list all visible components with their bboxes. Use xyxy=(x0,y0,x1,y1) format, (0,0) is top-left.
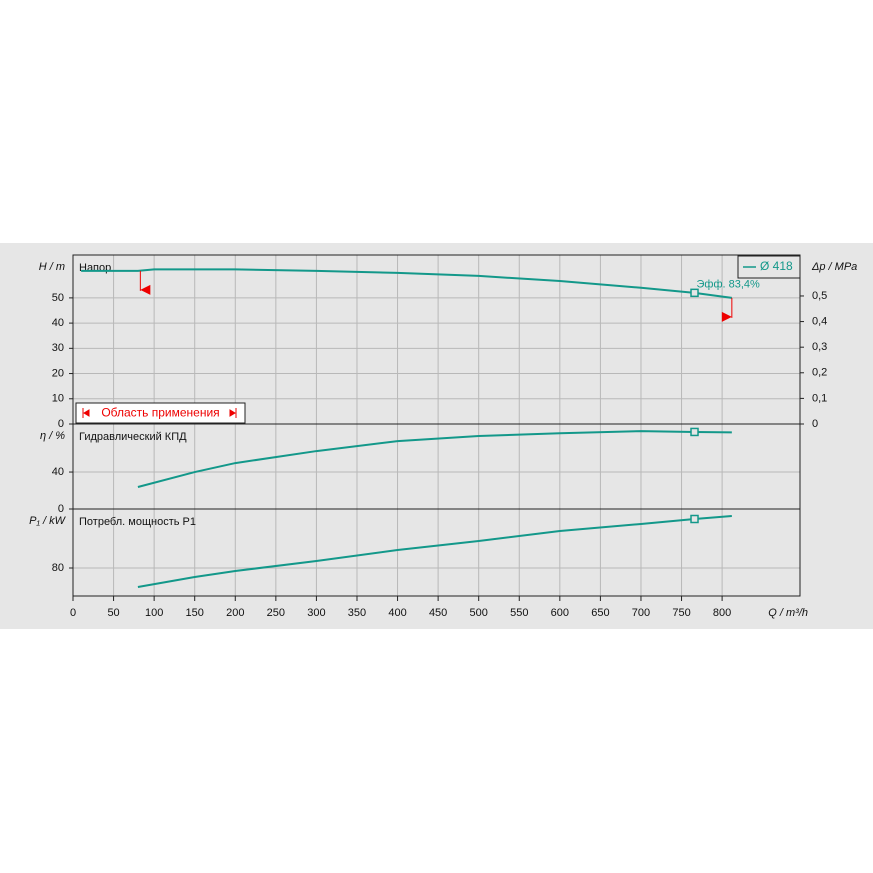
range-arrow xyxy=(140,284,151,295)
x-tick-label: 550 xyxy=(510,607,528,619)
y-axis-label: H / m xyxy=(39,261,65,273)
y2-tick-label: 0 xyxy=(812,418,818,430)
y-axis-label: P₁ / kW xyxy=(29,515,66,527)
y-tick-label: 40 xyxy=(52,466,64,478)
y2-tick-label: 0,5 xyxy=(812,290,827,302)
legend-label: Ø 418 xyxy=(760,259,793,273)
x-tick-label: 600 xyxy=(551,607,569,619)
range-arrow xyxy=(721,311,732,322)
y-axis-label: η / % xyxy=(40,430,65,442)
series-line xyxy=(137,430,732,488)
y-tick-label: 50 xyxy=(52,292,64,304)
x-tick-label: 800 xyxy=(713,607,731,619)
x-tick-label: 200 xyxy=(226,607,244,619)
background xyxy=(0,243,873,629)
x-tick-label: 150 xyxy=(186,607,204,619)
y-tick-label: 20 xyxy=(52,367,64,379)
range-box-arrows xyxy=(82,408,237,418)
x-tick-label: 350 xyxy=(348,607,366,619)
operating-point xyxy=(690,514,699,524)
y2-tick-label: 0,4 xyxy=(812,315,827,327)
range-box xyxy=(75,402,246,424)
x-tick-label: 450 xyxy=(429,607,447,619)
x-tick-label: 100 xyxy=(145,607,163,619)
x-tick-label: 500 xyxy=(470,607,488,619)
series-line xyxy=(137,515,732,588)
y-tick-label: 0 xyxy=(58,503,64,515)
y2-tick-label: 0,3 xyxy=(812,341,827,353)
series-line xyxy=(81,268,732,299)
operating-point xyxy=(690,288,699,298)
y-tick-label: 10 xyxy=(52,393,64,405)
y2-tick-label: 0,2 xyxy=(812,367,827,379)
range-label: Область применения xyxy=(101,406,219,420)
y-tick-label: 80 xyxy=(52,562,64,574)
y-tick-label: 30 xyxy=(52,342,64,354)
x-tick-label: 650 xyxy=(591,607,609,619)
x-tick-label: 250 xyxy=(267,607,285,619)
x-tick-label: 300 xyxy=(307,607,325,619)
x-tick-label: 0 xyxy=(70,607,76,619)
operating-label: Эфф. 83,4% xyxy=(697,279,761,291)
y2-axis-label: Δp / MPa xyxy=(811,261,857,273)
operating-point xyxy=(690,427,699,437)
panel-subtitle: Гидравлический КПД xyxy=(79,431,187,443)
x-tick-label: 750 xyxy=(672,607,690,619)
x-axis-label: Q / m³/h xyxy=(768,607,808,619)
x-tick-label: 700 xyxy=(632,607,650,619)
x-tick-label: 50 xyxy=(107,607,119,619)
panel-subtitle: Напор xyxy=(79,262,111,274)
panel-frame xyxy=(72,508,801,597)
x-tick-label: 400 xyxy=(388,607,406,619)
y-tick-label: 40 xyxy=(52,317,64,329)
y-tick-label: 0 xyxy=(58,418,64,430)
legend-box xyxy=(737,255,801,279)
panel-subtitle: Потребл. мощность P1 xyxy=(79,516,196,528)
y2-tick-label: 0,1 xyxy=(812,392,827,404)
